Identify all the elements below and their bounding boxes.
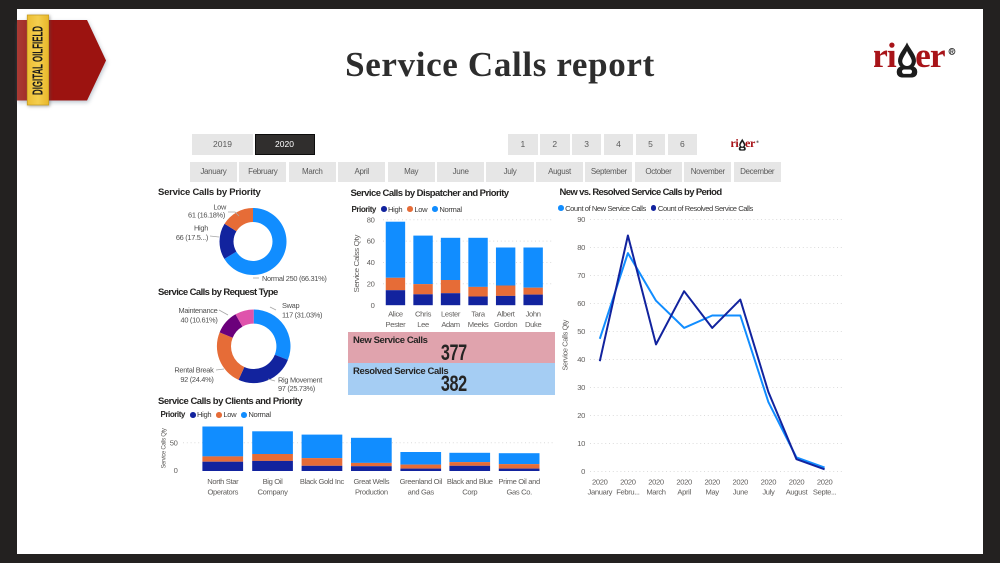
svg-text:Febru...: Febru... [616, 487, 640, 496]
svg-text:R: R [950, 49, 954, 55]
svg-text:90: 90 [577, 215, 585, 224]
svg-text:Black and Blue: Black and Blue [447, 477, 493, 486]
svg-text:2020: 2020 [676, 478, 692, 487]
svg-text:Septe...: Septe... [813, 487, 837, 496]
svg-text:July: July [762, 487, 775, 496]
svg-text:Gordon: Gordon [494, 320, 517, 329]
svg-text:60: 60 [577, 299, 585, 308]
svg-text:Service Calls Qty: Service Calls Qty [161, 427, 168, 468]
svg-text:Pester: Pester [386, 320, 407, 329]
svg-text:20: 20 [577, 411, 585, 420]
svg-text:Chris: Chris [415, 310, 432, 319]
svg-text:Tara: Tara [471, 310, 485, 319]
svg-text:June: June [733, 487, 748, 496]
svg-text:Production: Production [355, 488, 388, 497]
svg-text:March: March [646, 487, 665, 496]
svg-text:80: 80 [577, 243, 585, 252]
svg-text:2020: 2020 [704, 478, 720, 487]
svg-text:0: 0 [371, 301, 375, 310]
svg-text:61 (16.18%): 61 (16.18%) [188, 211, 225, 220]
svg-text:0: 0 [581, 467, 585, 476]
svg-text:ri: ri [874, 41, 897, 75]
svg-text:Service Calls Qty: Service Calls Qty [561, 319, 570, 370]
svg-text:92 (24.4%): 92 (24.4%) [180, 375, 213, 384]
svg-text:2020: 2020 [620, 478, 636, 487]
svg-text:0: 0 [174, 466, 178, 475]
svg-text:Prime Oil and: Prime Oil and [498, 477, 540, 486]
svg-text:Rig Movement: Rig Movement [278, 376, 322, 385]
svg-text:Albert: Albert [497, 310, 516, 319]
svg-text:Maintenance: Maintenance [178, 306, 217, 315]
svg-text:Low: Low [213, 203, 227, 212]
svg-text:70: 70 [577, 271, 585, 280]
svg-text:Lee: Lee [417, 320, 429, 329]
svg-text:97 (25.73%): 97 (25.73%) [278, 384, 315, 393]
svg-text:John: John [526, 310, 541, 319]
svg-text:Great Wells: Great Wells [354, 477, 390, 486]
svg-text:May: May [706, 487, 720, 496]
svg-text:Corp: Corp [462, 488, 477, 497]
svg-text:40: 40 [577, 355, 585, 364]
svg-text:50: 50 [577, 327, 585, 336]
svg-text:Company: Company [258, 488, 289, 497]
svg-text:er: er [915, 41, 945, 75]
svg-text:2020: 2020 [592, 478, 608, 487]
svg-text:Swap: Swap [282, 301, 299, 310]
svg-text:30: 30 [577, 383, 585, 392]
svg-text:Big Oil: Big Oil [263, 477, 284, 486]
svg-text:80: 80 [367, 215, 375, 224]
svg-text:20: 20 [367, 279, 375, 288]
svg-text:2020: 2020 [789, 478, 805, 487]
svg-text:North Star: North Star [207, 477, 239, 486]
svg-text:40: 40 [367, 258, 375, 267]
svg-text:Black Gold Inc: Black Gold Inc [300, 477, 345, 486]
svg-text:August: August [786, 487, 809, 496]
svg-text:60: 60 [367, 237, 375, 246]
svg-text:Meeks: Meeks [468, 320, 489, 329]
svg-text:Normal 250 (66.31%): Normal 250 (66.31%) [262, 274, 327, 283]
svg-text:April: April [677, 487, 691, 496]
svg-text:2020: 2020 [648, 478, 664, 487]
svg-text:Greenland Oil: Greenland Oil [400, 477, 443, 486]
svg-text:10: 10 [577, 439, 585, 448]
svg-text:Lester: Lester [441, 310, 461, 319]
svg-text:Duke: Duke [525, 320, 541, 329]
svg-text:High: High [194, 224, 208, 233]
svg-text:2020: 2020 [733, 478, 749, 487]
svg-text:2020: 2020 [761, 478, 777, 487]
svg-text:Gas Co.: Gas Co. [506, 488, 532, 497]
svg-text:2020: 2020 [817, 478, 833, 487]
svg-text:117 (31.03%): 117 (31.03%) [282, 311, 322, 320]
svg-text:Rental Break: Rental Break [174, 366, 214, 375]
svg-text:Service Calss Qty: Service Calss Qty [352, 234, 361, 292]
svg-text:Adam: Adam [441, 320, 459, 329]
svg-text:January: January [588, 487, 613, 496]
svg-text:Alice: Alice [388, 310, 403, 319]
svg-text:and Gas: and Gas [408, 488, 435, 497]
svg-text:50: 50 [170, 438, 178, 447]
svg-text:66 (17.5...): 66 (17.5...) [176, 233, 208, 242]
svg-text:Operators: Operators [207, 488, 238, 497]
svg-text:40 (10.61%): 40 (10.61%) [181, 316, 218, 325]
svg-text:DIGITAL OILFIELD: DIGITAL OILFIELD [30, 26, 47, 95]
